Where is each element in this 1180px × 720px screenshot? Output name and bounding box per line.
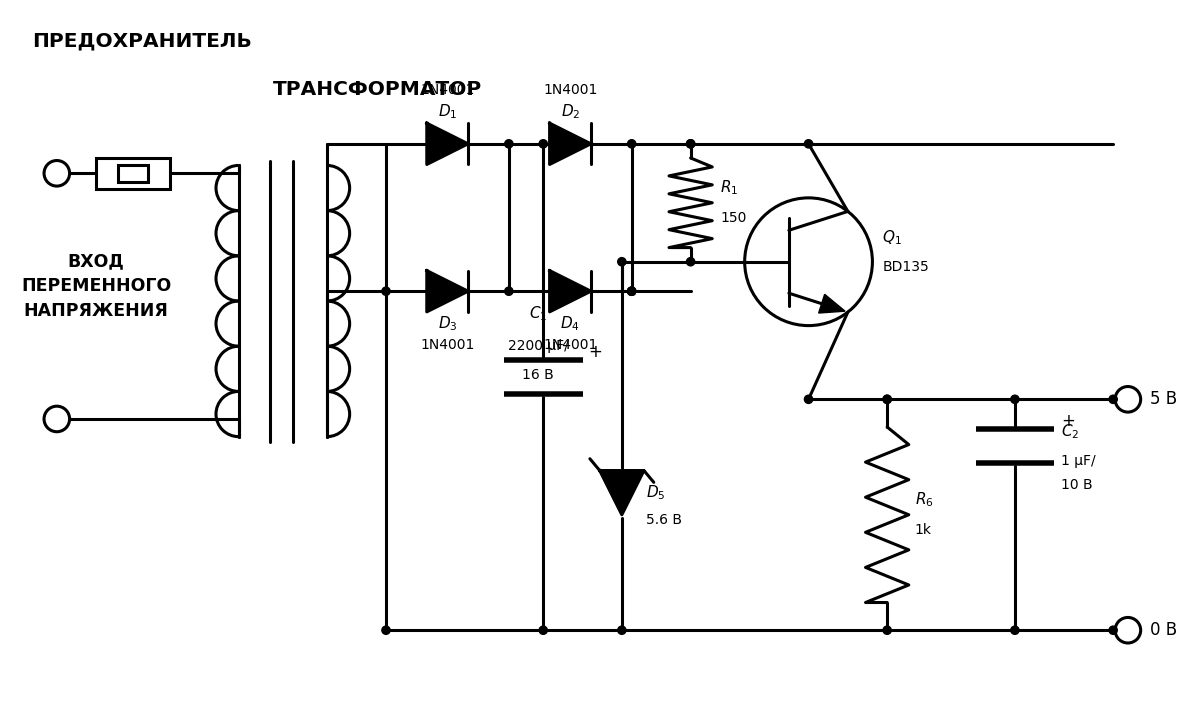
Text: $D_{1}$: $D_{1}$ (438, 102, 457, 121)
Text: $D_5$: $D_5$ (647, 483, 666, 502)
Circle shape (1011, 626, 1020, 634)
Polygon shape (599, 471, 644, 515)
Circle shape (628, 287, 636, 295)
Text: $C_2$: $C_2$ (1061, 422, 1080, 441)
Circle shape (1109, 395, 1117, 403)
Text: ПРЕДОХРАНИТЕЛЬ: ПРЕДОХРАНИТЕЛЬ (32, 31, 253, 50)
Text: 10 В: 10 В (1061, 478, 1093, 492)
Text: 1N4001: 1N4001 (420, 338, 474, 352)
Circle shape (687, 140, 695, 148)
Circle shape (805, 395, 813, 403)
Text: 1N4001: 1N4001 (543, 338, 597, 352)
Polygon shape (550, 271, 591, 312)
Text: +: + (589, 343, 602, 361)
Circle shape (628, 287, 636, 295)
Text: 5 В: 5 В (1150, 390, 1178, 408)
Polygon shape (427, 123, 468, 164)
Circle shape (1109, 626, 1117, 634)
FancyBboxPatch shape (118, 165, 149, 182)
Text: 1N4001: 1N4001 (420, 83, 474, 96)
Circle shape (505, 140, 513, 148)
Circle shape (883, 395, 891, 403)
Text: $R_6$: $R_6$ (914, 490, 933, 509)
Text: ВХОД
ПЕРЕМЕННОГО
НАПРЯЖЕНИЯ: ВХОД ПЕРЕМЕННОГО НАПРЯЖЕНИЯ (21, 252, 171, 320)
Text: $D_{2}$: $D_{2}$ (560, 102, 579, 121)
Text: 1k: 1k (914, 523, 932, 536)
Circle shape (382, 287, 391, 295)
Text: 0 В: 0 В (1150, 621, 1178, 639)
Circle shape (883, 626, 891, 634)
Text: BD135: BD135 (883, 260, 929, 274)
Circle shape (1011, 395, 1020, 403)
Circle shape (628, 287, 636, 295)
Circle shape (617, 258, 625, 266)
Circle shape (617, 626, 625, 634)
Text: 150: 150 (720, 210, 747, 225)
Text: 1N4001: 1N4001 (543, 83, 597, 96)
Circle shape (505, 287, 513, 295)
Circle shape (687, 258, 695, 266)
FancyBboxPatch shape (96, 158, 170, 189)
Text: $D_{3}$: $D_{3}$ (438, 314, 457, 333)
Polygon shape (427, 271, 468, 312)
Circle shape (883, 395, 891, 403)
Polygon shape (550, 123, 591, 164)
Circle shape (628, 140, 636, 148)
Circle shape (687, 140, 695, 148)
Text: $D_{4}$: $D_{4}$ (560, 314, 581, 333)
Text: 1 μF/: 1 μF/ (1061, 454, 1096, 468)
Text: $C_1$: $C_1$ (529, 305, 548, 323)
Text: 2200 μF/: 2200 μF/ (507, 338, 569, 353)
Text: 5.6 В: 5.6 В (647, 513, 682, 527)
Circle shape (539, 626, 548, 634)
Text: $Q_1$: $Q_1$ (883, 228, 902, 246)
Polygon shape (819, 294, 845, 313)
Text: 16 В: 16 В (523, 368, 555, 382)
Circle shape (539, 140, 548, 148)
Circle shape (805, 140, 813, 148)
Text: $R_1$: $R_1$ (720, 179, 739, 197)
Circle shape (382, 626, 391, 634)
Text: +: + (1061, 412, 1075, 430)
Text: ТРАНСФОРМАТОР: ТРАНСФОРМАТОР (273, 80, 483, 99)
